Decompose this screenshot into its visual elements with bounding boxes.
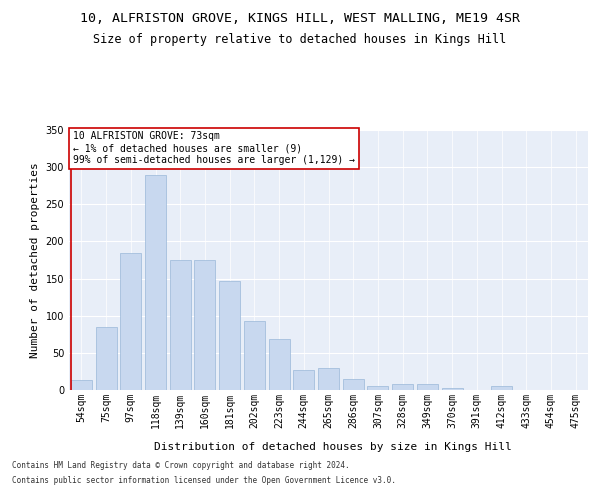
Bar — [318, 368, 339, 390]
Bar — [71, 380, 92, 390]
Text: Distribution of detached houses by size in Kings Hill: Distribution of detached houses by size … — [154, 442, 512, 452]
Bar — [120, 252, 141, 390]
Bar — [269, 340, 290, 390]
Bar — [170, 260, 191, 390]
Bar — [244, 321, 265, 390]
Bar — [194, 260, 215, 390]
Bar — [491, 386, 512, 390]
Text: Contains HM Land Registry data © Crown copyright and database right 2024.: Contains HM Land Registry data © Crown c… — [12, 461, 350, 470]
Bar — [219, 281, 240, 390]
Text: Contains public sector information licensed under the Open Government Licence v3: Contains public sector information licen… — [12, 476, 396, 485]
Bar — [95, 327, 116, 390]
Bar — [392, 384, 413, 390]
Text: 10, ALFRISTON GROVE, KINGS HILL, WEST MALLING, ME19 4SR: 10, ALFRISTON GROVE, KINGS HILL, WEST MA… — [80, 12, 520, 26]
Bar — [417, 384, 438, 390]
Y-axis label: Number of detached properties: Number of detached properties — [30, 162, 40, 358]
Text: 10 ALFRISTON GROVE: 73sqm
← 1% of detached houses are smaller (9)
99% of semi-de: 10 ALFRISTON GROVE: 73sqm ← 1% of detach… — [73, 132, 355, 164]
Bar — [442, 388, 463, 390]
Text: Size of property relative to detached houses in Kings Hill: Size of property relative to detached ho… — [94, 32, 506, 46]
Bar — [145, 174, 166, 390]
Bar — [293, 370, 314, 390]
Bar — [343, 379, 364, 390]
Bar — [367, 386, 388, 390]
